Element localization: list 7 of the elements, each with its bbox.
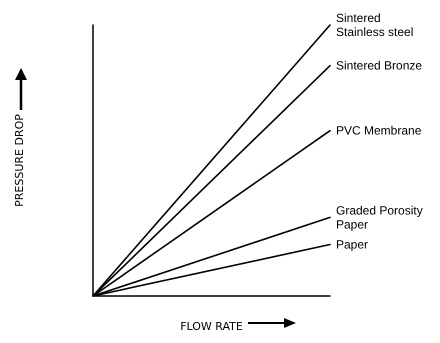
series-label: Sintered Stainless steel	[336, 11, 414, 39]
series-label: PVC Membrane	[336, 124, 422, 138]
series-label: Graded Porosity Paper	[336, 203, 426, 232]
y-axis-title: PRESSURE DROP	[13, 114, 26, 207]
series-label: Paper	[336, 238, 368, 252]
x-axis-title: FLOW RATE	[180, 320, 243, 333]
series-label: Sintered Bronze	[336, 58, 422, 73]
